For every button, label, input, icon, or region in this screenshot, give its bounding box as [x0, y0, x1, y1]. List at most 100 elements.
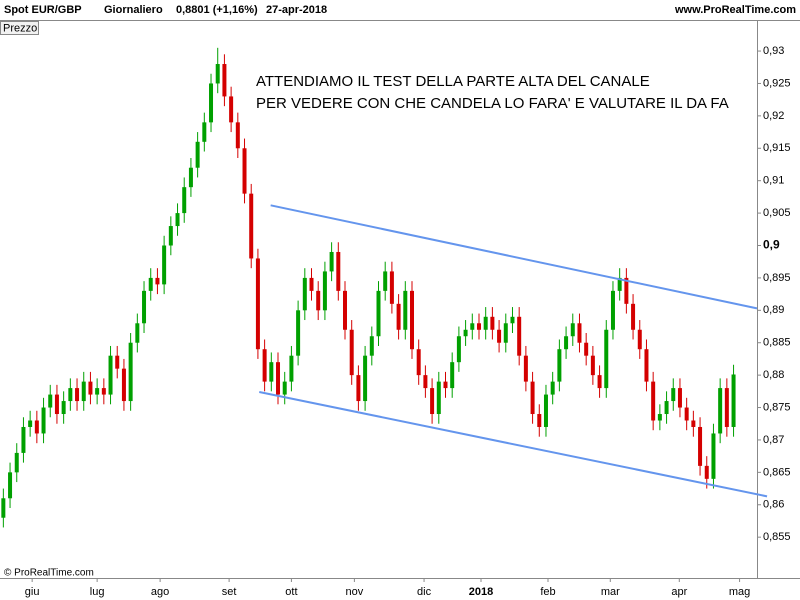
candle-body: [128, 342, 133, 402]
annotation: ATTENDIAMO IL TEST DELLA PARTE ALTA DEL …: [256, 73, 650, 90]
candle-body: [14, 452, 19, 473]
candle-body: [470, 323, 475, 330]
candle-body: [195, 141, 200, 168]
trendline: [259, 391, 768, 498]
y-tick-label: 0,925: [763, 77, 791, 89]
candle-body: [430, 388, 435, 415]
candle-body: [61, 401, 66, 415]
candle-body: [262, 349, 267, 382]
candle-body: [28, 420, 33, 427]
candle-body: [148, 277, 153, 291]
candle-body: [81, 381, 86, 402]
symbol: Spot EUR/GBP: [4, 4, 82, 16]
candle-body: [68, 388, 73, 402]
candle-body: [691, 420, 696, 427]
y-tick-label: 0,905: [763, 207, 791, 219]
candle-body: [637, 329, 642, 350]
candle-body: [396, 303, 401, 330]
period: Giornaliero: [104, 4, 163, 16]
y-tick-label: 0,865: [763, 466, 791, 478]
candle-body: [497, 329, 502, 343]
candle-body: [503, 323, 508, 343]
candle-body: [282, 381, 287, 395]
x-tick-label: ago: [151, 586, 169, 598]
candle-body: [222, 64, 227, 97]
candle-body: [624, 277, 629, 304]
candle-body: [34, 420, 39, 434]
candle-body: [443, 381, 448, 389]
x-tick-label: feb: [540, 586, 555, 598]
candle-body: [724, 388, 729, 427]
candle-body: [48, 394, 53, 408]
candle-body: [389, 271, 394, 304]
plot: [1, 47, 736, 528]
candle-body: [718, 388, 723, 434]
candle-body: [168, 226, 173, 246]
candle-body: [21, 426, 26, 453]
candle-body: [182, 187, 187, 214]
candle-body: [289, 355, 294, 382]
candle-body: [704, 465, 709, 479]
candle-body: [115, 355, 120, 369]
candle-body: [229, 96, 234, 123]
site: www.ProRealTime.com: [674, 4, 796, 16]
candle-body: [537, 414, 542, 427]
candle-body: [510, 316, 515, 324]
x-tick-label: giu: [25, 586, 40, 598]
y-tick-label: 0,915: [763, 142, 791, 154]
candle-body: [269, 362, 274, 382]
candle-body: [604, 329, 609, 389]
candle-body: [329, 251, 334, 272]
candle-body: [356, 375, 361, 402]
candle-body: [209, 83, 214, 123]
candle-body: [101, 388, 106, 395]
candle-body: [698, 426, 703, 466]
candle-body: [483, 316, 488, 330]
candle-body: [584, 342, 589, 356]
candle-body: [664, 401, 669, 415]
candle-body: [590, 355, 595, 376]
candle-body: [456, 336, 461, 363]
y-tick-label: 0,89: [763, 304, 784, 316]
candle-body: [188, 167, 193, 188]
candle-body: [363, 355, 368, 402]
date: 27-apr-2018: [266, 4, 327, 16]
candle-body: [597, 375, 602, 389]
candle-body: [242, 148, 247, 194]
x-tick-label: lug: [90, 586, 105, 598]
candle-body: [711, 433, 716, 479]
x-tick-label: mar: [601, 586, 620, 598]
candle-body: [517, 316, 522, 356]
panel-label-box: [0, 21, 39, 35]
candle-body: [302, 277, 307, 311]
candle-body: [88, 381, 93, 395]
annotation: PER VEDERE CON CHE CANDELA LO FARA' E VA…: [256, 95, 729, 112]
quote: 0,8801 (+1,16%): [176, 4, 258, 16]
candle-body: [684, 407, 689, 421]
x-tick-label: nov: [346, 586, 364, 598]
candle-body: [530, 381, 535, 415]
x-tick-label: apr: [671, 586, 687, 598]
x-tick-label: mag: [729, 586, 750, 598]
candle-body: [463, 329, 468, 337]
candle-body: [476, 323, 481, 330]
y-tick-label: 0,87: [763, 434, 784, 446]
candle-body: [54, 394, 59, 415]
candle-body: [731, 374, 736, 427]
candle-body: [343, 290, 348, 330]
x-tick-label: set: [222, 586, 237, 598]
y-tick-label: 0,9: [763, 238, 780, 252]
candle-body: [671, 388, 676, 402]
candle-body: [1, 498, 6, 518]
candle-body: [255, 258, 260, 350]
y-tick-label: 0,875: [763, 401, 791, 413]
x-tick-label: 2018: [469, 586, 493, 598]
candle-body: [108, 355, 113, 395]
candle-body: [376, 290, 381, 337]
candle-body: [142, 290, 147, 324]
candle-body: [235, 122, 240, 149]
y-tick-label: 0,885: [763, 337, 791, 349]
candle-body: [631, 303, 636, 330]
candle-body: [349, 329, 354, 376]
y-tick-label: 0,86: [763, 499, 784, 511]
